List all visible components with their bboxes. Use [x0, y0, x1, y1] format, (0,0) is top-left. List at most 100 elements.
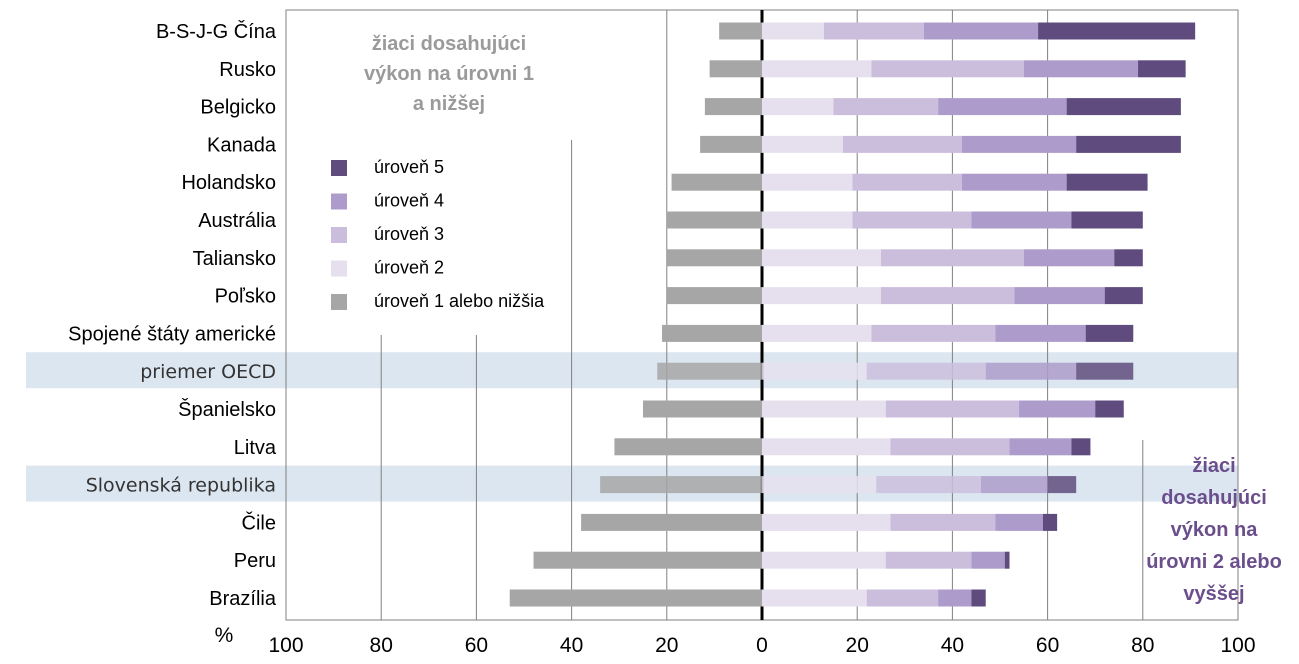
- bar-uroven-3-belgicko: [833, 98, 939, 116]
- category-label: B-S-J-G Čína: [156, 20, 277, 43]
- legend-swatch-uroven-5: [331, 160, 347, 176]
- bar-uroven-4-holandsko: [961, 173, 1067, 191]
- bars: [509, 22, 1196, 607]
- x-tick-label: 60: [1036, 634, 1059, 657]
- x-tick-label: 100: [268, 634, 303, 657]
- bar-uroven-3-spojene-staty-americke: [871, 324, 996, 342]
- bar-uroven-4-peru: [971, 551, 1005, 569]
- bar-uroven-2-spanielsko: [762, 400, 886, 418]
- bar-uroven-2-australia: [762, 211, 853, 229]
- bar-uroven-5-rusko: [1138, 60, 1186, 78]
- bar-uroven-1-alebo-nizsia-rusko: [709, 60, 762, 78]
- legend-swatch-uroven-3: [331, 227, 347, 243]
- bar-uroven-5-australia: [1071, 211, 1143, 229]
- bar-uroven-3-rusko: [871, 60, 1024, 78]
- bar-uroven-2-kanada: [762, 135, 843, 153]
- bar-uroven-3-brazilia: [866, 589, 939, 607]
- category-label: Slovenská republika: [86, 475, 276, 497]
- category-label: Kanada: [207, 134, 277, 156]
- bar-uroven-4-australia: [971, 211, 1072, 229]
- category-label: Čile: [242, 511, 276, 534]
- bar-uroven-5-cile: [1042, 513, 1058, 531]
- bar-uroven-2-peru: [762, 551, 886, 569]
- bar-uroven-5-belgicko: [1066, 98, 1181, 116]
- bar-uroven-3-taliansko: [881, 249, 1024, 267]
- annotation-left-line: výkon na úrovni 1: [364, 63, 534, 85]
- annotation-left-line: žiaci dosahujúci: [372, 33, 526, 55]
- x-tick-label: 20: [655, 634, 678, 657]
- annotation-right-line: vyššej: [1183, 583, 1244, 605]
- bar-uroven-5-peru: [1004, 551, 1010, 569]
- category-label: Poľsko: [215, 286, 276, 308]
- bar-uroven-2-litva: [762, 438, 891, 456]
- category-label: Španielsko: [178, 398, 276, 421]
- bar-uroven-4-litva: [1009, 438, 1072, 456]
- bar-uroven-3-slovenska-republika: [876, 476, 981, 494]
- category-label: Holandsko: [181, 172, 276, 194]
- bar-uroven-2-b-s-j-g-cina: [762, 22, 824, 40]
- bar-uroven-1-alebo-nizsia-priemer-oecd: [657, 362, 762, 380]
- bar-uroven-1-alebo-nizsia-cile: [581, 513, 762, 531]
- bar-uroven-4-cile: [995, 513, 1043, 531]
- bar-uroven-1-alebo-nizsia-peru: [533, 551, 762, 569]
- legend-label-uroven-4: úroveň 4: [374, 191, 444, 211]
- bar-uroven-4-slovenska-republika: [980, 476, 1048, 494]
- legend-swatch-uroven-2: [331, 260, 347, 277]
- x-tick-label: 80: [1131, 634, 1154, 657]
- bar-uroven-4-spojene-staty-americke: [995, 324, 1086, 342]
- bar-uroven-2-cile: [762, 513, 891, 531]
- bar-uroven-2-holandsko: [762, 173, 853, 191]
- bar-uroven-5-b-s-j-g-cina: [1038, 22, 1196, 40]
- x-tick-label: 100: [1220, 634, 1255, 657]
- category-label: Spojené štáty americké: [68, 323, 276, 345]
- bar-uroven-4-b-s-j-g-cina: [923, 22, 1039, 40]
- category-label: Taliansko: [193, 248, 276, 270]
- legend-label-uroven-2: úroveň 2: [374, 258, 444, 278]
- x-tick-labels: 100 80 60 40 20 0 20 40 60 80 100%: [215, 624, 1256, 657]
- bar-uroven-4-belgicko: [938, 98, 1067, 116]
- annotation-right-line: dosahujúci: [1161, 487, 1267, 509]
- annotation-left-line: a nižšej: [413, 93, 485, 115]
- bar-uroven-5-taliansko: [1114, 249, 1143, 267]
- bar-uroven-1-alebo-nizsia-spanielsko: [643, 400, 762, 418]
- legend-swatch-uroven-4: [331, 193, 347, 210]
- category-label: Belgicko: [200, 97, 276, 119]
- legend-swatch-uroven-1-alebo-nizsia: [331, 294, 347, 310]
- bar-uroven-4-polsko: [1014, 287, 1105, 305]
- bar-uroven-3-spanielsko: [885, 400, 1020, 418]
- category-label: Peru: [234, 550, 276, 572]
- annotation-right-line: úrovni 2 alebo: [1146, 551, 1282, 573]
- bar-uroven-1-alebo-nizsia-brazilia: [509, 589, 762, 607]
- category-label: priemer OECD: [140, 361, 276, 383]
- bar-uroven-2-priemer-oecd: [762, 362, 867, 380]
- bar-uroven-4-kanada: [961, 135, 1077, 153]
- category-label: Litva: [234, 437, 277, 459]
- legend-label-uroven-1-alebo-nizsia: úroveň 1 alebo nižšia: [374, 291, 545, 311]
- x-tick-label: 0: [756, 634, 768, 657]
- bar-uroven-4-taliansko: [1023, 249, 1115, 267]
- bar-uroven-5-slovenska-republika: [1047, 476, 1077, 494]
- x-tick-label: 40: [941, 634, 964, 657]
- bar-uroven-5-litva: [1071, 438, 1091, 456]
- category-label: Brazília: [209, 588, 277, 610]
- bar-uroven-3-litva: [890, 438, 1010, 456]
- x-tick-label: 80: [370, 634, 393, 657]
- bar-uroven-3-polsko: [881, 287, 1015, 305]
- category-labels: B-S-J-G Čína Rusko Belgicko Kanada Holandsko…: [68, 20, 277, 610]
- bar-uroven-1-alebo-nizsia-spojene-staty-americke: [662, 324, 762, 342]
- bar-uroven-1-alebo-nizsia-australia: [666, 211, 762, 229]
- bar-uroven-3-peru: [885, 551, 972, 569]
- bar-uroven-1-alebo-nizsia-taliansko: [666, 249, 762, 267]
- annotation-right-line: výkon na: [1171, 519, 1259, 541]
- legend: úroveň 5 úroveň 4 úroveň 3 úroveň 2 úroveň 1…: [331, 157, 545, 311]
- bar-uroven-5-kanada: [1076, 135, 1181, 153]
- bar-uroven-1-alebo-nizsia-slovenska-republika: [600, 476, 762, 494]
- bar-uroven-4-priemer-oecd: [985, 362, 1077, 380]
- bar-uroven-2-brazilia: [762, 589, 867, 607]
- bar-uroven-1-alebo-nizsia-kanada: [700, 135, 762, 153]
- bar-uroven-3-holandsko: [852, 173, 962, 191]
- bar-uroven-2-belgicko: [762, 98, 834, 116]
- bar-uroven-1-alebo-nizsia-polsko: [666, 287, 762, 305]
- bar-uroven-1-alebo-nizsia-litva: [614, 438, 762, 456]
- bar-uroven-4-spanielsko: [1019, 400, 1096, 418]
